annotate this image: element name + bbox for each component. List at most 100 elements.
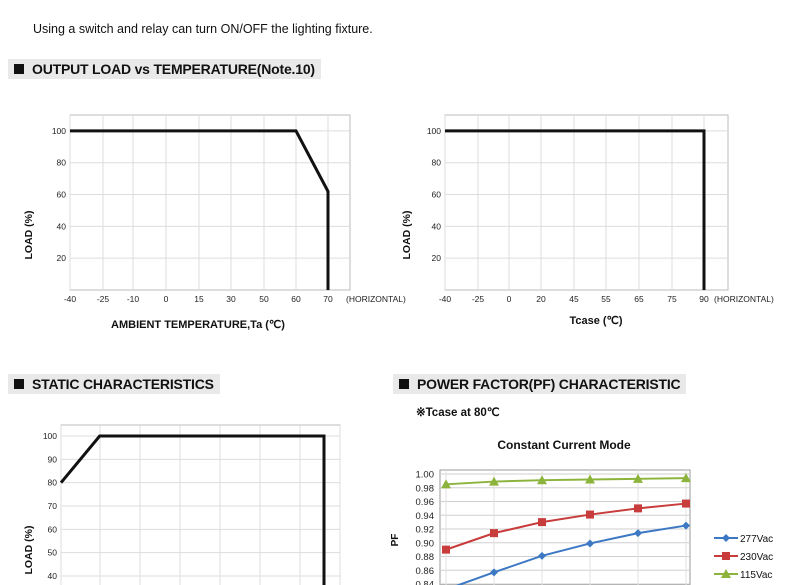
- data-point-277Vac: [634, 529, 642, 538]
- y-tick-label: 80: [57, 158, 67, 168]
- y-tick-label: 20: [57, 253, 67, 263]
- plot-area: [441, 473, 691, 585]
- legend-label-230Vac: 230Vac: [740, 552, 773, 563]
- data-point-277Vac: [682, 521, 690, 530]
- y-tick-label: 1.00: [416, 470, 435, 481]
- legend-marker-230Vac: [722, 552, 730, 560]
- data-point-115Vac: [489, 476, 499, 486]
- y-tick-label: 90: [48, 454, 58, 464]
- data-point-230Vac: [538, 518, 546, 527]
- section-output-load: OUTPUT LOAD vs TEMPERATURE(Note.10): [8, 59, 321, 79]
- data-point-277Vac: [586, 539, 594, 548]
- x-tick-label: 60: [291, 294, 301, 304]
- x-axis-label: Tcase (℃): [569, 315, 622, 327]
- plot-frame: [439, 469, 691, 585]
- plot-frame: [60, 424, 341, 585]
- section-title: STATIC CHARACTERISTICS: [32, 376, 214, 392]
- x-tick-label: 90: [699, 294, 709, 304]
- x-tick-label: -25: [97, 294, 110, 304]
- y-tick-label: 50: [48, 548, 58, 558]
- section-bullet-icon: [14, 379, 24, 389]
- data-point-115Vac: [633, 473, 643, 483]
- x-tick-label: 30: [226, 294, 236, 304]
- x-axis-label: AMBIENT TEMPERATURE,Ta (℃): [111, 319, 285, 331]
- y-tick-label: 40: [432, 221, 442, 231]
- y-tick-label: 0.96: [416, 497, 435, 508]
- y-tick-label: 60: [48, 524, 58, 534]
- section-title: POWER FACTOR(PF) CHARACTERISTIC: [417, 376, 681, 392]
- data-point-230Vac: [634, 504, 642, 513]
- x-tick-label: 0: [507, 294, 512, 304]
- data-point-115Vac: [585, 474, 595, 484]
- data-point-277Vac: [538, 551, 546, 560]
- y-tick-label: 0.88: [416, 552, 435, 563]
- y-tick-label: 0.94: [416, 511, 435, 522]
- x-tick-label: -10: [127, 294, 140, 304]
- data-point-115Vac: [681, 473, 691, 483]
- y-tick-label: 40: [48, 571, 58, 581]
- y-axis-label: LOAD (%): [401, 211, 413, 260]
- y-tick-label: 0.90: [416, 538, 435, 549]
- y-tick-label: 60: [432, 190, 442, 200]
- y-axis-label: LOAD (%): [23, 211, 35, 260]
- legend-marker-115Vac: [721, 569, 731, 578]
- series-line-277Vac: [455, 524, 687, 585]
- y-tick-label: 100: [52, 126, 66, 136]
- section-static: STATIC CHARACTERISTICS: [8, 374, 220, 394]
- x-tick-label: 70: [323, 294, 333, 304]
- x-tick-label: 75: [667, 294, 677, 304]
- chart-derating-tcase: -40 -25 0 20 45 55 65 75 90 (HORIZONTAL) 100 80 60 40…: [401, 114, 774, 327]
- y-tick-label: 70: [48, 501, 58, 511]
- y-tick-label: 0.98: [416, 483, 435, 494]
- section-bullet-icon: [14, 64, 24, 74]
- data-point-230Vac: [442, 545, 450, 554]
- chart-derating-ambient: -40 -25 -10 0 15 30 50 60 70 (HORIZONTAL) 100 80 60 4…: [23, 114, 406, 331]
- data-point-230Vac: [682, 499, 690, 508]
- x-axis-note: (HORIZONTAL): [714, 294, 774, 304]
- plot-frame: [444, 114, 729, 291]
- data-point-277Vac: [490, 568, 498, 577]
- x-axis-note: (HORIZONTAL): [346, 294, 406, 304]
- y-tick-label: 0.84: [416, 580, 435, 585]
- y-tick-label: 60: [57, 190, 67, 200]
- plot-frame: [69, 114, 351, 291]
- x-tick-label: 65: [634, 294, 644, 304]
- chart-title: Constant Current Mode: [497, 438, 631, 452]
- pf-note: ※Tcase at 80℃: [416, 407, 500, 419]
- chart-static: 100 90 80 70 60 50 40 LOAD (%): [23, 424, 341, 585]
- legend-marker-277Vac: [722, 534, 730, 542]
- series-line-230Vac: [445, 502, 687, 551]
- section-pf: POWER FACTOR(PF) CHARACTERISTIC: [393, 374, 687, 394]
- y-tick-label: 80: [432, 158, 442, 168]
- x-tick-label: 15: [194, 294, 204, 304]
- x-tick-label: 0: [164, 294, 169, 304]
- y-tick-label: 0.92: [416, 525, 435, 536]
- series-line-load: [445, 129, 706, 290]
- x-tick-label: 55: [601, 294, 611, 304]
- y-tick-label: 80: [48, 478, 58, 488]
- intro-text: Using a switch and relay can turn ON/OFF…: [33, 22, 373, 36]
- data-point-115Vac: [537, 475, 547, 485]
- x-tick-label: 45: [569, 294, 579, 304]
- data-point-230Vac: [586, 510, 594, 519]
- y-axis-label: PF: [390, 534, 401, 547]
- data-point-230Vac: [490, 529, 498, 538]
- y-tick-label: 20: [432, 253, 442, 263]
- x-tick-label: -40: [439, 294, 452, 304]
- section-bullet-icon: [399, 379, 409, 389]
- legend-label-277Vac: 277Vac: [740, 534, 773, 545]
- y-tick-label: 100: [427, 126, 441, 136]
- y-tick-label: 100: [43, 431, 57, 441]
- x-tick-label: -25: [472, 294, 485, 304]
- data-point-115Vac: [441, 479, 451, 489]
- x-tick-label: -40: [64, 294, 77, 304]
- legend-label-115Vac: 115Vac: [740, 570, 772, 581]
- y-tick-label: 40: [57, 221, 67, 231]
- series-line-load: [70, 129, 330, 290]
- y-tick-label: 0.86: [416, 566, 435, 577]
- x-tick-label: 50: [259, 294, 269, 304]
- series-line-load: [59, 434, 326, 585]
- section-title: OUTPUT LOAD vs TEMPERATURE(Note.10): [32, 61, 315, 77]
- chart-pf: Constant Current Mode 1.00 0.98 0.96 0.94 0.9…: [390, 438, 773, 585]
